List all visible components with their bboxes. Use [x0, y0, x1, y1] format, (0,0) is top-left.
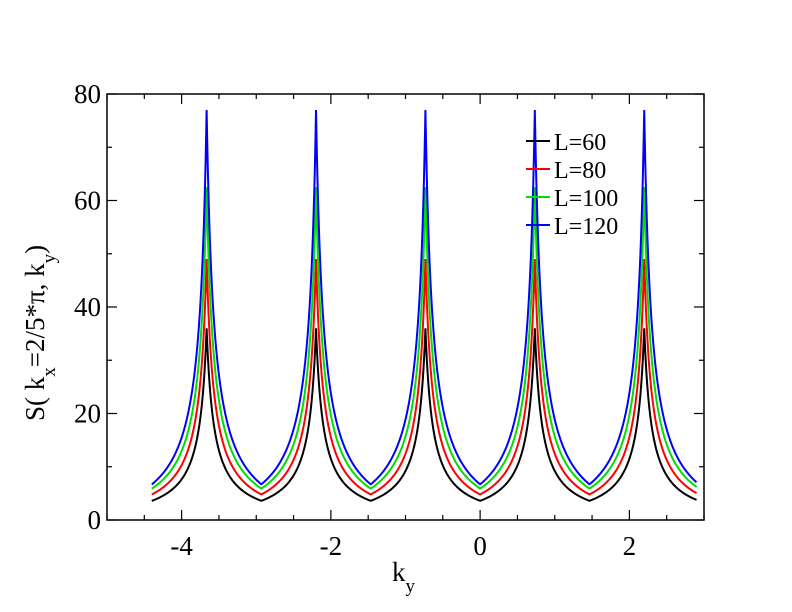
- y-tick-label: 0: [88, 505, 102, 535]
- y-tick-label: 20: [74, 399, 101, 429]
- legend-label-l100: L=100: [554, 186, 618, 212]
- legend-label-l60: L=60: [554, 130, 606, 156]
- y-axis-label: S( kx=2/5*π, ky): [20, 245, 60, 421]
- series-l120: [151, 109, 698, 486]
- x-tick-label: 0: [473, 531, 487, 561]
- x-tick-label: -4: [170, 531, 193, 561]
- series-l80: [151, 259, 698, 496]
- legend: L=60 L=80 L=100 L=120: [526, 130, 618, 240]
- y-tick-label: 40: [74, 292, 101, 322]
- legend-label-l80: L=80: [554, 158, 606, 184]
- series-l60: [151, 328, 697, 502]
- x-tick-label: -2: [320, 531, 343, 561]
- x-axis-label: ky: [392, 557, 416, 597]
- y-tick-label: 80: [74, 79, 101, 109]
- x-tick-label: 2: [623, 531, 637, 561]
- legend-label-l120: L=120: [554, 214, 618, 240]
- series-group: [151, 109, 698, 502]
- series-l100: [151, 187, 698, 490]
- y-tick-label: 60: [74, 186, 101, 216]
